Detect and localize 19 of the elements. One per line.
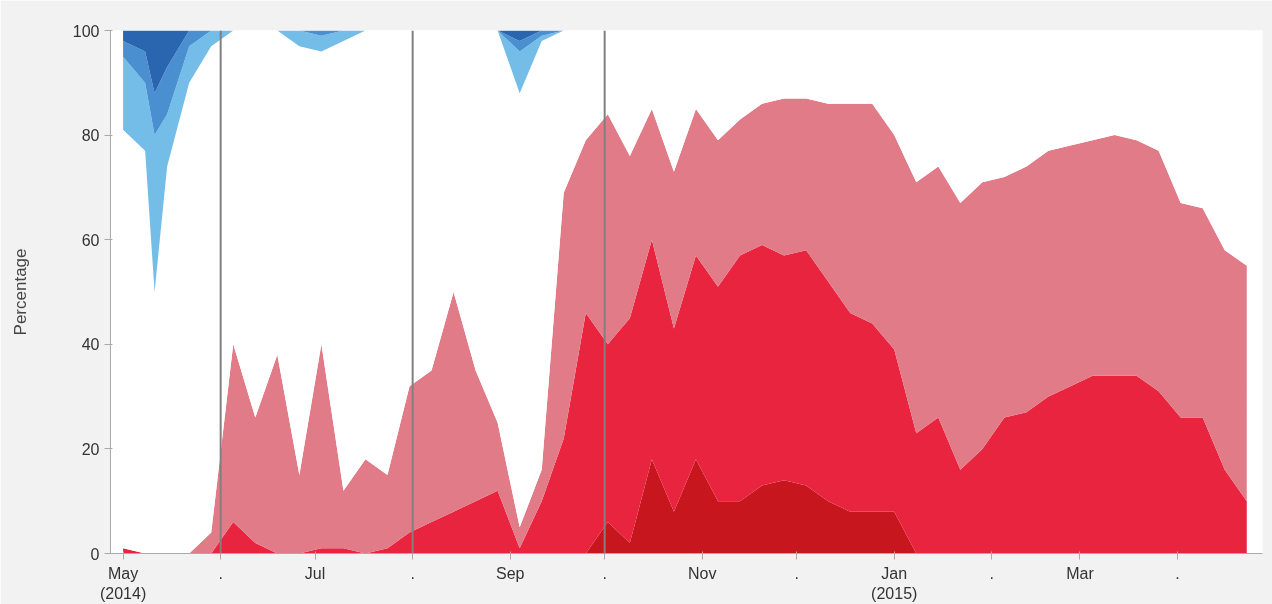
x-tick-label: Sep <box>496 564 525 582</box>
x-tick-label: Nov <box>688 564 717 582</box>
x-tick-label: . <box>218 564 223 582</box>
x-tick-label: Mar <box>1066 564 1095 582</box>
x-tick-label: May (2014) <box>99 564 147 602</box>
x-tick-label: . <box>794 564 799 582</box>
x-tick-label: . <box>1175 564 1180 582</box>
x-tick-label: . <box>410 564 415 582</box>
y-tick-label: 40 <box>81 336 100 354</box>
y-tick-label: 0 <box>90 545 100 563</box>
y-tick-label: 80 <box>81 127 100 145</box>
y-axis-title: Percentage <box>10 248 30 336</box>
y-tick-label: 20 <box>81 440 100 458</box>
x-tick-label: . <box>602 564 607 582</box>
y-tick-label: 60 <box>81 231 100 249</box>
x-tick-label: Jul <box>304 564 326 582</box>
x-tick-label: . <box>989 564 995 582</box>
x-tick-label: Jan (2015) <box>871 564 918 602</box>
y-tick-label: 100 <box>72 22 100 40</box>
